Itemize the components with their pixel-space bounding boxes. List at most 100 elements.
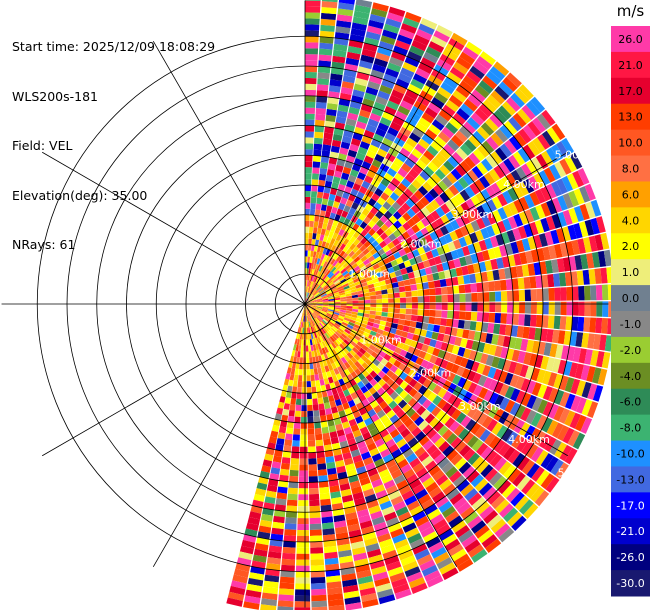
velocity-bin (363, 456, 374, 466)
azimuth-spoke (304, 151, 568, 305)
velocity-bin (393, 474, 406, 485)
velocity-bin (447, 382, 457, 394)
velocity-bin (338, 391, 346, 399)
velocity-bin (384, 228, 393, 237)
velocity-bin (319, 492, 331, 500)
velocity-bin (592, 367, 602, 384)
velocity-bin (324, 365, 330, 373)
velocity-bin (323, 545, 338, 554)
velocity-bin (310, 577, 326, 584)
velocity-bin (452, 374, 462, 386)
velocity-bin (432, 374, 442, 385)
velocity-bin (404, 158, 416, 169)
velocity-bin (386, 12, 404, 23)
velocity-bin (595, 317, 603, 334)
velocity-bin (348, 106, 360, 115)
velocity-bin (404, 384, 413, 394)
velocity-bin (314, 310, 321, 315)
velocity-bin (305, 220, 310, 227)
velocity-bin (328, 298, 335, 301)
velocity-bin (326, 413, 334, 421)
velocity-bin (590, 199, 602, 217)
velocity-bin (320, 354, 326, 361)
velocity-bin (305, 292, 307, 299)
velocity-bin (309, 295, 314, 300)
velocity-bin (336, 429, 345, 437)
velocity-bin (308, 232, 313, 239)
velocity-bin (337, 358, 344, 366)
velocity-bin (355, 77, 368, 87)
velocity-bin (368, 228, 376, 237)
velocity-bin (483, 302, 490, 312)
velocity-bin (467, 330, 476, 340)
velocity-bin (336, 14, 353, 23)
velocity-bin (470, 112, 485, 126)
velocity-bin (330, 258, 336, 265)
velocity-bin (343, 339, 350, 346)
velocity-bin (318, 403, 325, 411)
velocity-bin (595, 284, 603, 301)
velocity-bin (332, 315, 339, 319)
velocity-bin (362, 285, 369, 291)
velocity-bin (311, 582, 326, 590)
velocity-bin (364, 37, 380, 47)
velocity-bin (441, 533, 458, 547)
velocity-bin (533, 262, 542, 276)
velocity-bin (398, 511, 412, 523)
velocity-bin (320, 415, 327, 422)
velocity-bin (465, 223, 475, 234)
velocity-bin (380, 544, 396, 555)
velocity-bin (459, 444, 471, 457)
velocity-bin (337, 543, 351, 552)
velocity-bin (406, 571, 423, 583)
velocity-bin (305, 208, 310, 215)
velocity-bin (300, 345, 304, 352)
velocity-bin (324, 551, 338, 560)
velocity-bin (277, 401, 285, 409)
velocity-bin (573, 205, 585, 222)
colorbar-tick-label: 17.0 (618, 85, 643, 98)
velocity-bin (316, 302, 323, 304)
velocity-bin (319, 280, 325, 287)
velocity-bin (495, 147, 508, 161)
velocity-bin (398, 319, 405, 326)
velocity-bin (342, 319, 350, 324)
colorbar-tick-label: 8.0 (622, 163, 640, 176)
velocity-bin (402, 142, 414, 153)
velocity-bin (305, 244, 309, 251)
velocity-bin (494, 457, 507, 472)
velocity-bin (434, 436, 446, 449)
velocity-bin (447, 543, 464, 557)
velocity-bin (472, 397, 484, 409)
velocity-bin (388, 147, 399, 158)
velocity-bin (342, 584, 359, 593)
velocity-bin (496, 257, 504, 269)
velocity-bin (305, 30, 319, 37)
velocity-bin (446, 372, 456, 383)
velocity-bin (513, 253, 522, 266)
velocity-bin (310, 275, 314, 282)
velocity-bin (578, 301, 585, 316)
velocity-bin (491, 356, 500, 368)
velocity-bin (490, 258, 499, 270)
velocity-bin (308, 458, 317, 465)
velocity-bin (422, 282, 429, 290)
velocity-bin (336, 538, 350, 546)
velocity-bin (452, 319, 459, 328)
velocity-bin (412, 543, 428, 555)
velocity-bin (305, 250, 308, 257)
velocity-bin (368, 287, 376, 293)
velocity-bin (395, 506, 409, 517)
velocity-bin (364, 296, 371, 300)
velocity-bin (383, 353, 392, 362)
velocity-bin (291, 452, 300, 459)
range-label: 4.00km (508, 433, 550, 446)
velocity-bin (310, 301, 317, 303)
velocity-bin (315, 233, 321, 241)
velocity-bin (496, 425, 508, 439)
velocity-bin (430, 513, 445, 526)
velocity-bin (348, 269, 356, 276)
velocity-bin (379, 428, 390, 438)
velocity-bin (338, 434, 347, 443)
velocity-bin (367, 266, 375, 273)
